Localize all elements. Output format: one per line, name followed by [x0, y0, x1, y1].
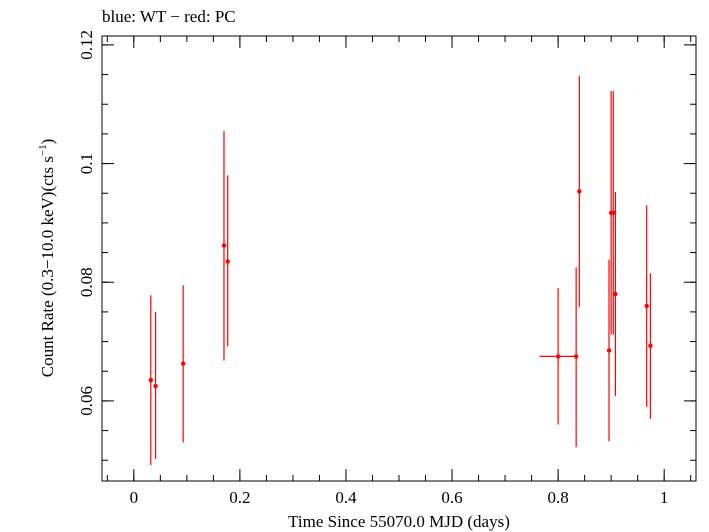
- y-tick-label: 0.06: [77, 386, 96, 416]
- plot-frame: [101, 35, 697, 482]
- y-axis-label-close: ): [38, 139, 57, 145]
- x-tick-label: 0.8: [547, 488, 568, 507]
- x-tick-label: 0: [130, 488, 139, 507]
- data-point: [606, 348, 612, 353]
- data-point: [611, 210, 616, 216]
- data-point: [225, 259, 230, 264]
- data-point: [644, 303, 649, 309]
- data-point: [648, 343, 653, 348]
- chart-title: blue: WT − red: PC: [102, 7, 236, 26]
- y-tick-label: 0.12: [77, 30, 96, 60]
- y-axis-label: Count Rate (0.3−10.0 keV)(cts s−1): [37, 139, 57, 378]
- y-tick-label: 0.08: [77, 267, 96, 297]
- data-point: [613, 291, 618, 297]
- data-point: [573, 354, 579, 359]
- data-point: [577, 189, 582, 194]
- y-axis-label-main: Count Rate (0.3−10.0 keV)(cts s: [38, 156, 57, 377]
- data-point: [180, 361, 186, 366]
- data-point: [148, 377, 153, 383]
- x-tick-label: 0.4: [335, 488, 357, 507]
- x-tick-label: 0.6: [441, 488, 462, 507]
- axis-ticks: [102, 36, 696, 481]
- y-tick-label: 0.1: [77, 153, 96, 174]
- data-points: [148, 75, 653, 465]
- x-axis-label: Time Since 55070.0 MJD (days): [288, 512, 510, 531]
- y-axis-label-exponent: −1: [37, 144, 49, 156]
- data-point: [555, 354, 561, 359]
- data-point: [153, 383, 158, 389]
- x-tick-label: 0.2: [229, 488, 250, 507]
- x-tick-label: 1: [660, 488, 669, 507]
- data-point: [221, 243, 227, 248]
- axis-tick-labels: 0 0.2 0.4 0.6 0.8 1 0.06 0.08 0.1 0.12: [77, 30, 668, 507]
